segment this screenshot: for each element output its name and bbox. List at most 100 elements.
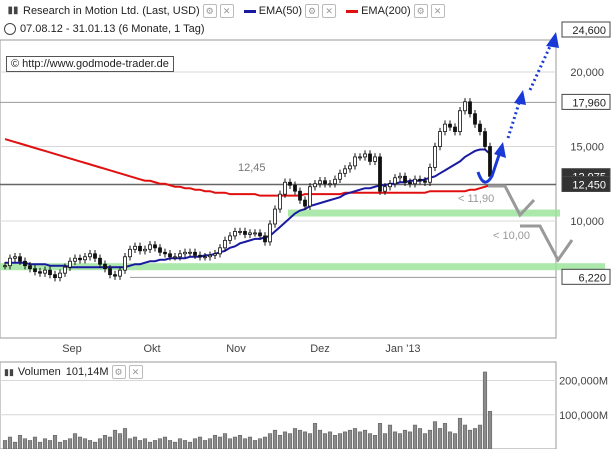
close-icon[interactable]: ✕ <box>219 4 234 18</box>
candle-body <box>333 178 337 185</box>
volume-bar <box>247 436 253 449</box>
settings-icon[interactable]: ⚙ <box>202 4 217 18</box>
volume-bar <box>77 436 83 449</box>
candle-body <box>383 186 387 192</box>
candle-body <box>303 199 307 207</box>
candle-body <box>123 256 127 271</box>
candle-body <box>418 178 422 182</box>
projection-arrow-head <box>546 32 559 48</box>
annotation-target-1: < 11,90 <box>458 193 494 205</box>
volume-bar <box>257 438 263 449</box>
volume-bar <box>472 428 478 449</box>
candle-body <box>473 113 477 125</box>
volume-bar <box>457 417 463 449</box>
candle-body <box>363 153 367 158</box>
projection-down-path <box>520 224 574 263</box>
candle-body <box>53 274 57 279</box>
candle-body <box>353 156 357 167</box>
volume-bar <box>237 435 243 449</box>
volume-bar <box>42 438 48 449</box>
ema200-line <box>4 138 491 197</box>
volume-bar <box>22 438 28 449</box>
projection-arrow-head <box>514 90 526 105</box>
y-tick-label: 15,000 <box>570 142 604 154</box>
candle-body <box>328 183 332 186</box>
volume-bar <box>182 440 188 449</box>
candle-body <box>478 123 482 133</box>
candle-body <box>133 245 137 250</box>
x-tick-label: Okt <box>143 343 160 355</box>
volume-bar <box>392 431 398 449</box>
candle-body <box>428 166 432 183</box>
candle-body <box>348 165 352 170</box>
candle-body <box>8 257 12 267</box>
volume-bar <box>167 440 173 449</box>
volume-bar <box>112 429 118 449</box>
support-zone <box>0 263 605 271</box>
volume-bar <box>387 424 393 449</box>
volume-bar <box>177 438 183 449</box>
volume-bar <box>122 428 128 449</box>
settings-icon[interactable]: ⚙ <box>111 365 126 379</box>
candle-body <box>48 269 52 276</box>
price-panel-frame <box>0 39 557 339</box>
candle-body <box>463 101 467 112</box>
x-tick-label: Jan '13 <box>385 343 420 355</box>
close-icon[interactable]: ✕ <box>430 4 445 18</box>
y-tick-label: 10,000 <box>570 216 604 228</box>
settings-icon[interactable]: ⚙ <box>305 4 320 18</box>
volume-bar <box>267 433 273 449</box>
volume-bar <box>447 431 453 449</box>
candle-body <box>443 123 447 133</box>
candle-body <box>268 223 272 243</box>
price-tag-box <box>561 175 611 192</box>
candle-body <box>308 186 312 207</box>
settings-icon[interactable]: ⚙ <box>413 4 428 18</box>
volume-bar <box>92 441 98 449</box>
volume-bar <box>327 431 333 449</box>
candle-body <box>273 208 277 225</box>
volume-bar <box>147 441 153 449</box>
candle-body <box>83 256 87 261</box>
volume-bar <box>202 440 208 449</box>
volume-bar <box>402 429 408 449</box>
candle-body <box>23 260 27 267</box>
candle-body <box>58 272 62 279</box>
candle-body <box>28 265 32 270</box>
volume-bar <box>132 436 138 449</box>
volume-bar <box>317 429 323 449</box>
volume-bar <box>142 438 148 449</box>
candle-body <box>373 156 377 162</box>
volume-bar <box>47 440 53 449</box>
candle-body <box>68 260 72 268</box>
candle-body <box>173 256 177 259</box>
price-tag-box <box>561 93 611 110</box>
candle-body <box>63 266 67 274</box>
volume-bar <box>322 433 328 449</box>
candle-body <box>3 265 7 268</box>
candle-body <box>278 193 282 210</box>
price-tag-label: 24,600 <box>572 25 606 37</box>
volume-bar <box>32 436 38 449</box>
volume-bar <box>252 440 258 449</box>
candle-body <box>378 156 382 192</box>
candle-body <box>238 231 242 233</box>
candle-body <box>488 146 492 177</box>
close-icon[interactable]: ✕ <box>128 365 143 379</box>
volume-bar <box>477 424 483 449</box>
volume-bar <box>172 441 178 449</box>
volume-bar <box>277 435 283 449</box>
volume-bar <box>292 428 298 449</box>
volume-bar <box>12 441 18 449</box>
period-label: 07.08.12 - 31.01.13 (6 Monate, 1 Tag) <box>20 23 205 35</box>
x-tick-label: Sep <box>62 343 82 355</box>
volume-bar <box>462 424 468 449</box>
close-icon[interactable]: ✕ <box>322 4 337 18</box>
volume-bar <box>312 423 318 449</box>
volume-bar <box>57 441 63 449</box>
candle-body <box>98 257 102 265</box>
candle-body <box>153 244 157 249</box>
x-tick-label: Nov <box>226 343 246 355</box>
volume-bar <box>262 436 268 449</box>
